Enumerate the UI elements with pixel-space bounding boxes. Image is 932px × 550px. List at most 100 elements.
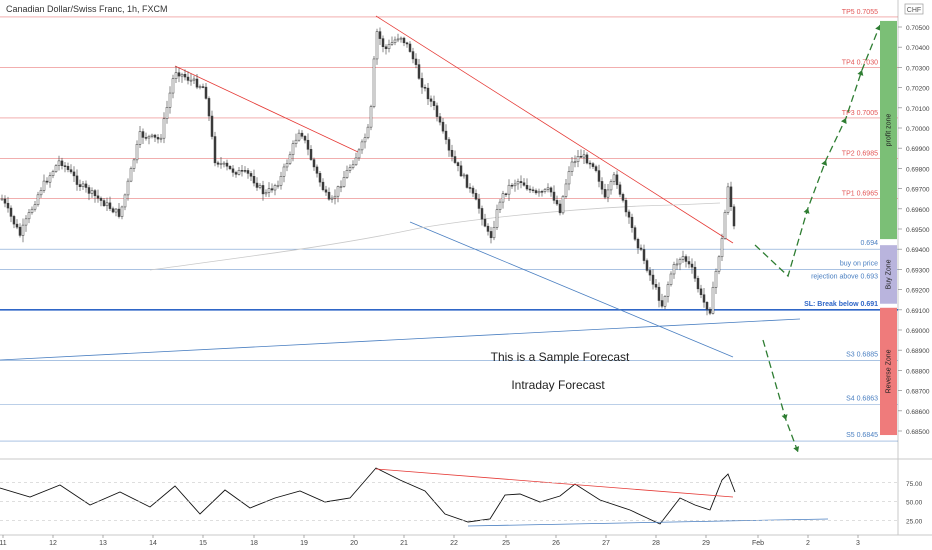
- candle-body: [600, 181, 604, 190]
- candle-body: [249, 173, 253, 177]
- zone-bar: [880, 245, 897, 304]
- candle-body: [237, 170, 241, 175]
- candle-body: [315, 166, 319, 174]
- candle-body: [225, 162, 229, 167]
- candle-body: [684, 256, 688, 262]
- candle-body: [204, 86, 208, 99]
- candle-body: [489, 231, 493, 239]
- candle-body: [363, 137, 367, 143]
- x-tick-label: 27: [602, 540, 610, 547]
- candle-body: [516, 181, 520, 185]
- y-tick-label: 0.70500: [906, 25, 930, 32]
- y-tick-label: 0.69400: [906, 247, 930, 254]
- candle-body: [681, 256, 685, 260]
- x-tick-label: 26: [552, 540, 560, 547]
- x-tick-label: 3: [856, 540, 860, 547]
- candle-body: [603, 189, 607, 198]
- candle-body: [660, 300, 664, 307]
- candle-body: [450, 149, 454, 157]
- candle-body: [528, 188, 532, 191]
- candle-body: [276, 184, 280, 187]
- y-tick-label: 0.68800: [906, 368, 930, 375]
- candle-body: [453, 156, 457, 163]
- y-tick-label: 0.69200: [906, 288, 930, 295]
- candle-body: [27, 212, 31, 220]
- candle-body: [501, 193, 505, 203]
- candle-body: [168, 92, 172, 108]
- level-label: S5 0.6845: [846, 432, 878, 439]
- candle-body: [30, 208, 34, 213]
- y-tick-label: 0.69000: [906, 328, 930, 335]
- candle-body: [579, 156, 583, 158]
- candle-body: [543, 189, 547, 192]
- candle-body: [333, 195, 337, 199]
- candle-body: [297, 132, 301, 141]
- x-tick-label: 29: [702, 540, 710, 547]
- candle-body: [411, 51, 415, 60]
- y-tick-label: 0.69800: [906, 166, 930, 173]
- candle-body: [381, 38, 385, 48]
- candle-body: [345, 170, 349, 178]
- candle-body: [339, 186, 343, 188]
- candle-body: [582, 154, 586, 158]
- x-tick-label: 13: [99, 540, 107, 547]
- candle-body: [54, 165, 58, 172]
- candle-body: [486, 225, 490, 232]
- candle-body: [708, 309, 712, 314]
- candle-body: [633, 227, 637, 240]
- candle-body: [720, 238, 724, 258]
- y-tick-label: 0.70200: [906, 86, 930, 93]
- candle-body: [576, 156, 580, 163]
- candle-body: [42, 180, 46, 191]
- candle-body: [51, 171, 55, 176]
- rsi-tick-label: 75.00: [906, 481, 923, 488]
- candle-body: [630, 216, 634, 228]
- candle-body: [102, 200, 106, 207]
- candle-body: [561, 196, 565, 214]
- candle-body: [81, 183, 85, 187]
- candle-body: [705, 302, 709, 310]
- rsi-line: [0, 467, 736, 525]
- candle-body: [615, 174, 619, 186]
- candle-body: [546, 187, 550, 190]
- candle-body: [675, 263, 679, 266]
- y-tick-label: 0.70000: [906, 126, 930, 133]
- candle-body: [369, 106, 373, 128]
- rsi-panel: [0, 460, 898, 535]
- candle-body: [456, 162, 460, 167]
- forecast-arrowhead: [781, 414, 788, 420]
- candle-body: [657, 286, 661, 301]
- candle-body: [93, 190, 97, 197]
- candle-body: [267, 188, 271, 193]
- candle-body: [606, 189, 610, 198]
- candle-body: [24, 218, 28, 226]
- candle-body: [12, 216, 16, 225]
- candle-body: [423, 87, 427, 89]
- candle-body: [240, 170, 244, 172]
- candle-body: [15, 223, 19, 228]
- candle-body: [612, 174, 616, 182]
- candle-body: [327, 191, 331, 200]
- level-label: S4 0.6863: [846, 396, 878, 403]
- y-tick-label: 0.69900: [906, 146, 930, 153]
- candle-body: [648, 270, 652, 276]
- candle-body: [531, 189, 535, 192]
- currency-badge[interactable]: CHF: [904, 3, 924, 15]
- candle-body: [693, 266, 697, 279]
- x-tick-label: 25: [502, 540, 510, 547]
- candle-body: [159, 137, 163, 140]
- candle-body: [63, 165, 67, 167]
- forecast-arrowhead: [793, 446, 800, 452]
- candle-body: [525, 185, 529, 190]
- candle-body: [75, 175, 79, 185]
- zone-label: Buy Zone: [885, 259, 892, 289]
- zone-label: profit zone: [885, 114, 892, 147]
- candle-body: [108, 202, 112, 209]
- candle-body: [231, 168, 235, 173]
- candle-body: [717, 256, 721, 272]
- candle-body: [435, 105, 439, 117]
- candle-body: [123, 194, 127, 208]
- candle-body: [60, 160, 64, 166]
- candle-body: [288, 154, 292, 164]
- annotation-intraday-forecast: Intraday Forecast: [511, 378, 605, 392]
